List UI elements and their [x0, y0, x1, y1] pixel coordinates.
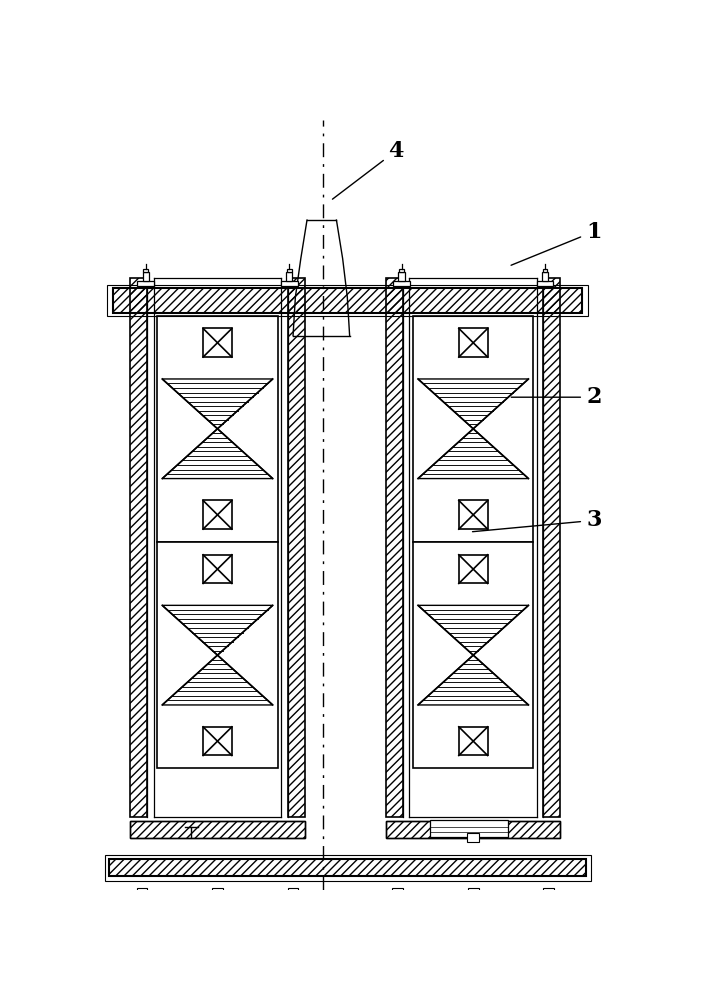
- Polygon shape: [162, 429, 273, 479]
- Bar: [286, 272, 292, 281]
- Bar: [386, 278, 403, 817]
- Bar: [212, 888, 223, 896]
- Bar: [130, 278, 148, 817]
- Bar: [138, 281, 154, 286]
- Bar: [386, 821, 560, 838]
- Bar: [544, 888, 554, 896]
- Bar: [109, 859, 586, 876]
- Bar: [392, 888, 403, 896]
- Bar: [289, 895, 297, 902]
- Bar: [287, 269, 292, 272]
- Polygon shape: [162, 605, 273, 655]
- Bar: [459, 555, 487, 583]
- Bar: [399, 269, 404, 272]
- Bar: [543, 269, 547, 272]
- Polygon shape: [418, 379, 528, 429]
- Bar: [413, 542, 534, 768]
- Bar: [203, 328, 232, 357]
- Bar: [430, 820, 508, 837]
- Text: 3: 3: [472, 509, 601, 532]
- Bar: [413, 316, 534, 542]
- Bar: [203, 500, 232, 529]
- Bar: [143, 272, 149, 281]
- Bar: [398, 272, 405, 281]
- Bar: [536, 281, 553, 286]
- Bar: [287, 888, 299, 896]
- Bar: [468, 888, 479, 896]
- Bar: [469, 895, 477, 902]
- Bar: [214, 895, 221, 902]
- Bar: [143, 269, 148, 272]
- Polygon shape: [162, 379, 273, 429]
- Polygon shape: [162, 655, 273, 705]
- Polygon shape: [418, 605, 528, 655]
- Bar: [393, 281, 410, 286]
- Bar: [138, 895, 145, 902]
- Bar: [467, 833, 480, 842]
- Text: 2: 2: [511, 386, 601, 408]
- Bar: [107, 285, 588, 316]
- Bar: [104, 855, 590, 881]
- Bar: [158, 542, 277, 768]
- Bar: [386, 821, 560, 838]
- Bar: [287, 278, 305, 817]
- Bar: [203, 555, 232, 583]
- Bar: [459, 328, 487, 357]
- Bar: [281, 281, 297, 286]
- Text: 4: 4: [333, 140, 404, 199]
- Bar: [130, 821, 305, 838]
- Bar: [113, 288, 582, 312]
- Polygon shape: [418, 429, 528, 479]
- Bar: [544, 278, 560, 817]
- Polygon shape: [418, 655, 528, 705]
- Bar: [130, 821, 305, 838]
- Bar: [137, 888, 148, 896]
- Bar: [158, 316, 277, 542]
- Bar: [541, 272, 548, 281]
- Bar: [459, 500, 487, 529]
- Text: 1: 1: [511, 221, 601, 265]
- Bar: [394, 895, 402, 902]
- Bar: [459, 727, 487, 755]
- Bar: [545, 895, 553, 902]
- Bar: [203, 727, 232, 755]
